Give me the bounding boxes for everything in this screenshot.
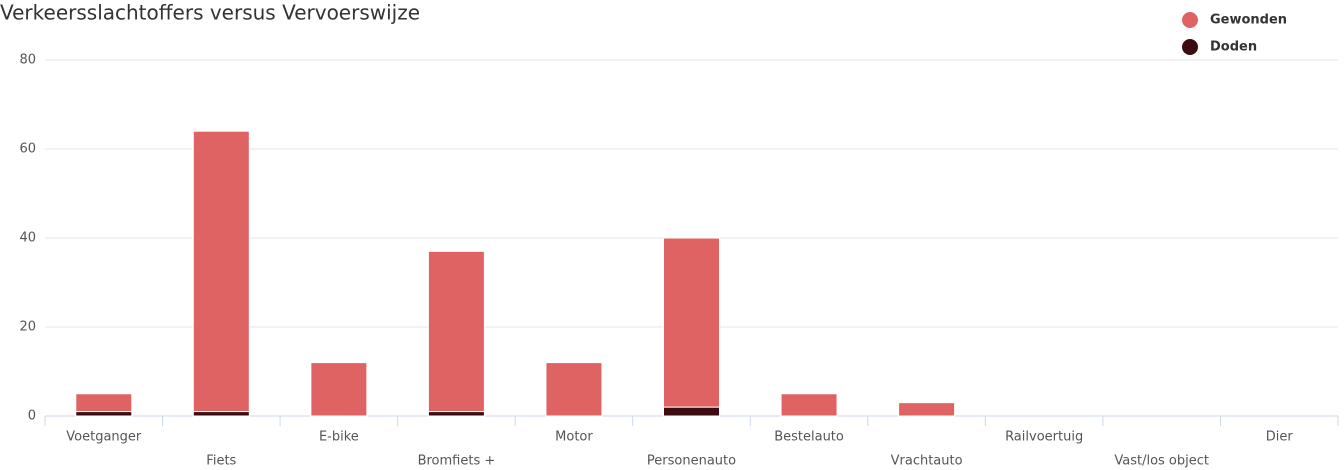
x-tick-label: Bromfiets + xyxy=(418,454,496,469)
bar-segment xyxy=(192,411,250,417)
y-tick-label: 60 xyxy=(19,142,36,157)
bar-segment xyxy=(75,393,133,413)
x-tick-label: Bestelauto xyxy=(774,430,844,445)
bar-segment xyxy=(427,411,485,417)
bar-segment xyxy=(310,362,368,417)
y-tick-label: 40 xyxy=(19,231,36,246)
bar-segment xyxy=(545,362,603,417)
chart-title: Verkeersslachtoffers versus Vervoerswijz… xyxy=(0,1,420,25)
x-tick-label: Personenauto xyxy=(647,454,736,469)
x-tick-label: Motor xyxy=(555,430,593,445)
bar-segment xyxy=(75,411,133,417)
bar-segment xyxy=(427,250,485,413)
bar-segment xyxy=(663,237,720,408)
legend-marker xyxy=(1182,12,1198,28)
bar-segment xyxy=(898,402,956,417)
x-tick-label: E-bike xyxy=(319,430,359,445)
legend-marker xyxy=(1182,39,1198,55)
y-tick-label: 0 xyxy=(28,409,36,424)
legend-label: Doden xyxy=(1210,40,1257,55)
bar-segment xyxy=(192,130,250,413)
legend-label: Gewonden xyxy=(1210,13,1287,28)
x-tick-label: Fiets xyxy=(206,454,236,469)
x-tick-label: Vrachtauto xyxy=(891,454,963,469)
bar-segment xyxy=(780,393,838,417)
x-tick-label: Railvoertuig xyxy=(1005,430,1083,445)
x-tick-label: Dier xyxy=(1266,430,1294,445)
x-tick-label: Vast/los object xyxy=(1114,454,1209,469)
x-tick-label: Voetganger xyxy=(66,430,142,445)
y-tick-label: 20 xyxy=(19,320,36,335)
y-tick-label: 80 xyxy=(19,53,36,68)
bar-segment xyxy=(663,406,720,417)
